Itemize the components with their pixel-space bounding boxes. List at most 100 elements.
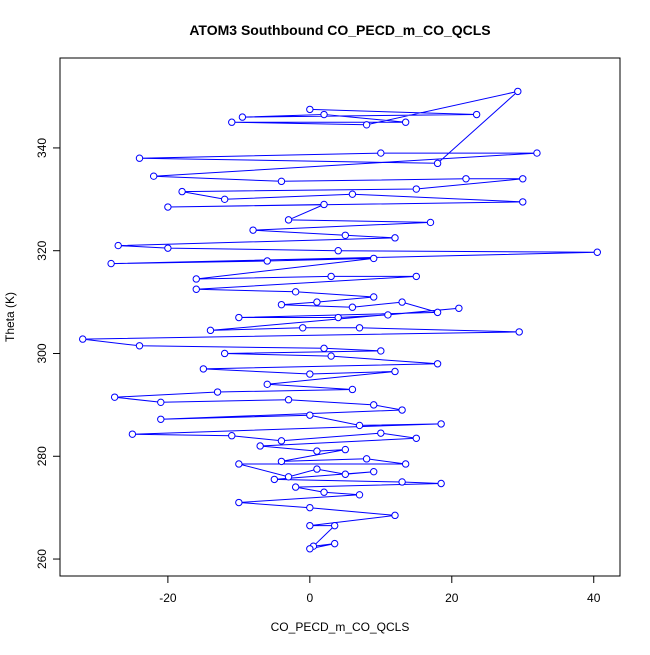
data-point bbox=[412, 434, 420, 442]
data-point bbox=[370, 467, 378, 476]
x-tick-label: -20 bbox=[159, 591, 177, 605]
data-point bbox=[514, 87, 522, 96]
y-tick-label: 320 bbox=[35, 240, 49, 260]
data-point bbox=[355, 324, 364, 332]
data-point bbox=[433, 308, 442, 317]
data-point bbox=[213, 388, 222, 396]
data-point bbox=[220, 195, 229, 204]
data-point bbox=[593, 248, 601, 256]
data-point bbox=[370, 254, 378, 263]
data-point bbox=[370, 293, 378, 301]
data-point bbox=[192, 275, 200, 283]
data-point bbox=[256, 442, 264, 450]
data-point bbox=[515, 328, 523, 336]
data-point bbox=[157, 415, 165, 423]
data-point bbox=[391, 367, 399, 376]
data-point bbox=[277, 177, 286, 186]
data-point bbox=[355, 491, 364, 499]
data-point bbox=[114, 241, 122, 250]
data-point bbox=[355, 421, 364, 430]
data-point bbox=[320, 200, 328, 209]
data-point bbox=[263, 380, 271, 389]
data-point bbox=[398, 406, 406, 414]
y-tick-label: 260 bbox=[35, 549, 49, 569]
data-point bbox=[235, 460, 243, 468]
data-point bbox=[519, 198, 527, 206]
data-point bbox=[178, 187, 186, 196]
data-point bbox=[313, 298, 321, 306]
data-point bbox=[206, 326, 215, 335]
data-point bbox=[306, 411, 314, 419]
data-point bbox=[334, 313, 342, 322]
data-point bbox=[377, 429, 385, 437]
y-tick-label: 300 bbox=[35, 343, 49, 363]
data-point bbox=[235, 313, 243, 322]
data-point bbox=[149, 172, 158, 180]
x-tick-label: 20 bbox=[445, 591, 459, 605]
data-point bbox=[348, 385, 357, 394]
data-point bbox=[362, 455, 371, 463]
data-point bbox=[334, 247, 342, 255]
data-point bbox=[238, 113, 247, 121]
data-point bbox=[341, 231, 350, 239]
x-tick-label: 40 bbox=[587, 591, 601, 605]
data-point bbox=[327, 352, 335, 360]
data-point bbox=[426, 218, 435, 227]
data-point bbox=[277, 300, 286, 309]
data-point bbox=[270, 475, 279, 484]
data-point bbox=[437, 420, 445, 428]
data-point bbox=[228, 432, 236, 440]
series-line bbox=[82, 90, 598, 550]
data-point bbox=[313, 465, 321, 473]
data-point bbox=[277, 437, 286, 445]
data-point bbox=[299, 324, 307, 332]
data-point bbox=[277, 457, 286, 466]
data-point bbox=[192, 285, 200, 293]
data-point bbox=[128, 430, 137, 438]
data-point bbox=[391, 511, 399, 520]
plot-frame bbox=[59, 57, 621, 577]
data-point bbox=[157, 398, 165, 407]
x-tick-label: 0 bbox=[306, 591, 313, 605]
data-point bbox=[348, 190, 357, 198]
data-point bbox=[313, 447, 321, 455]
data-point bbox=[284, 473, 293, 481]
y-axis-label: Theta (K) bbox=[3, 292, 17, 342]
data-point bbox=[306, 105, 314, 114]
data-point bbox=[79, 335, 87, 343]
data-point bbox=[377, 347, 385, 355]
data-point bbox=[398, 478, 406, 486]
data-point bbox=[433, 360, 442, 368]
data-point bbox=[455, 304, 463, 312]
data-point bbox=[135, 342, 144, 350]
data-point bbox=[263, 257, 271, 265]
data-point bbox=[306, 545, 314, 553]
data-point bbox=[472, 110, 481, 119]
data-point bbox=[320, 488, 328, 496]
data-point bbox=[110, 393, 119, 401]
data-point bbox=[462, 175, 470, 183]
data-point bbox=[235, 498, 243, 507]
data-point bbox=[284, 396, 293, 404]
data-point bbox=[519, 175, 527, 183]
data-point bbox=[164, 203, 172, 211]
data-point bbox=[291, 483, 300, 491]
data-point bbox=[164, 244, 172, 252]
data-point bbox=[228, 118, 236, 126]
data-point bbox=[320, 110, 328, 119]
data-point bbox=[437, 479, 445, 488]
data-point bbox=[107, 259, 115, 268]
data-point bbox=[401, 460, 410, 468]
y-tick-label: 340 bbox=[35, 138, 49, 158]
data-point bbox=[306, 521, 314, 530]
x-axis-label: CO_PECD_m_CO_QCLS bbox=[271, 620, 410, 634]
data-point bbox=[291, 288, 300, 296]
data-point bbox=[377, 149, 385, 157]
data-point bbox=[199, 365, 208, 373]
data-point bbox=[401, 118, 410, 126]
data-point bbox=[135, 154, 144, 162]
data-point bbox=[306, 503, 314, 512]
data-point bbox=[391, 234, 399, 242]
